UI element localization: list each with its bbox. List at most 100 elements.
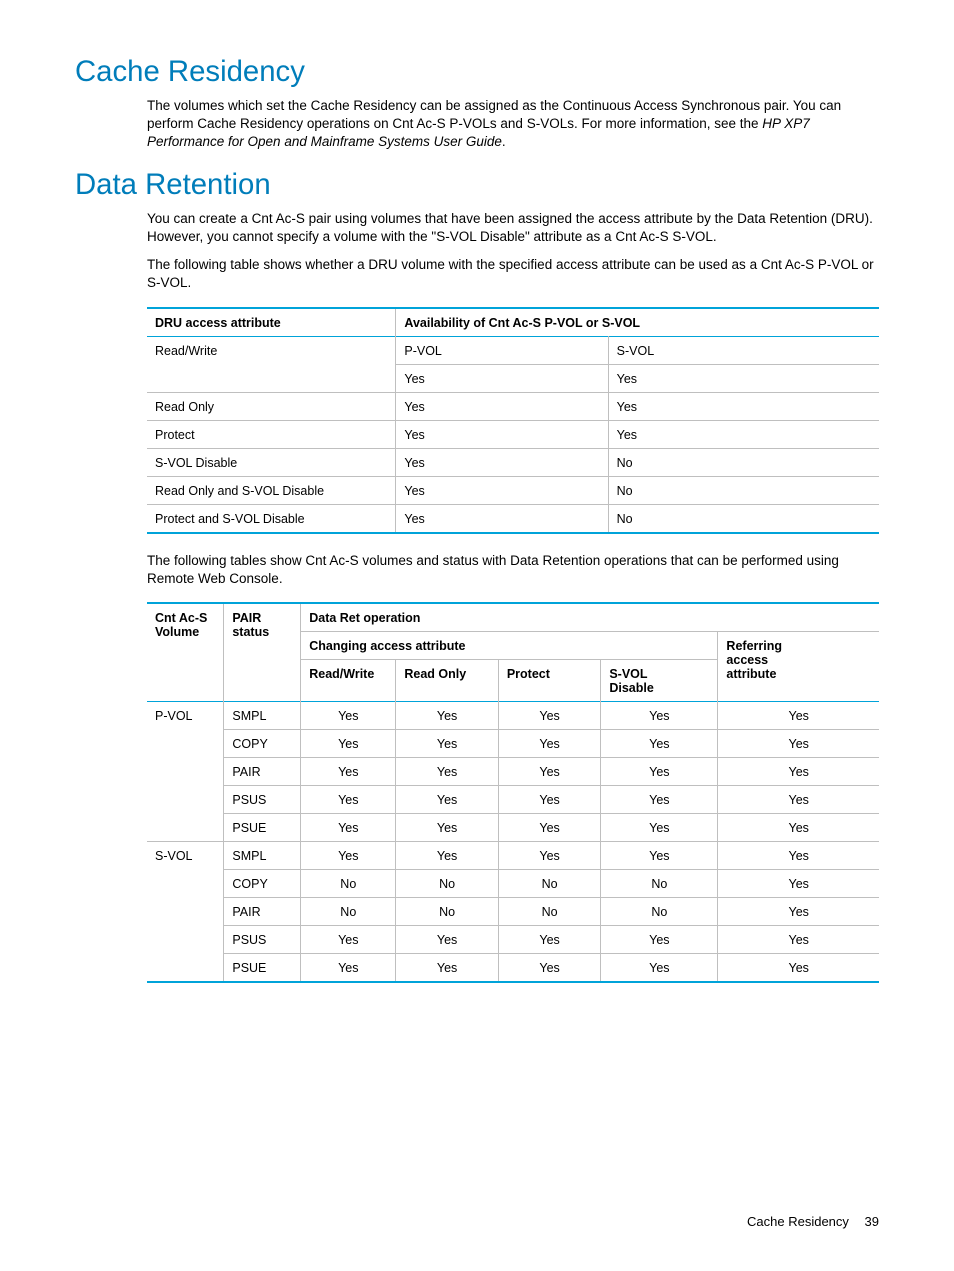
td-val: Yes (718, 729, 879, 757)
th-rw: Read/Write (301, 659, 396, 701)
td-svol-val: No (608, 476, 879, 504)
td-status: PSUE (224, 953, 301, 982)
th-pair-status: PAIRstatus (224, 603, 301, 702)
td-attr: Read Only and S-VOL Disable (147, 476, 396, 504)
td-val: Yes (601, 813, 718, 841)
td-attr: Read/Write (147, 336, 396, 392)
td-val: Yes (498, 757, 600, 785)
td-pvol-val: Yes (396, 448, 608, 476)
table-row: COPYNoNoNoNoYes (147, 869, 879, 897)
td-val: No (601, 897, 718, 925)
td-svol-val: Yes (608, 392, 879, 420)
td-val: Yes (718, 925, 879, 953)
th-volume: Cnt Ac-SVolume (147, 603, 224, 702)
td-val: Yes (396, 953, 498, 982)
para-dr-2: The following table shows whether a DRU … (147, 256, 879, 292)
td-status: PSUS (224, 925, 301, 953)
td-val: Yes (498, 953, 600, 982)
td-val: Yes (301, 813, 396, 841)
table-row: PAIRNoNoNoNoYes (147, 897, 879, 925)
td-status: SMPL (224, 841, 301, 869)
para-cache-residency: The volumes which set the Cache Residenc… (147, 97, 879, 152)
td-svol-val: Yes (608, 364, 879, 392)
td-svol-val: No (608, 504, 879, 533)
td-pvol-val: Yes (396, 476, 608, 504)
td-val: No (301, 897, 396, 925)
td-val: Yes (301, 841, 396, 869)
td-val: Yes (301, 701, 396, 729)
td-val: Yes (301, 785, 396, 813)
td-val: No (498, 869, 600, 897)
table-row: P-VOLSMPLYesYesYesYesYes (147, 701, 879, 729)
table-row: PSUSYesYesYesYesYes (147, 785, 879, 813)
td-val: Yes (601, 701, 718, 729)
td-val: Yes (601, 757, 718, 785)
td-val: Yes (718, 701, 879, 729)
th-availability: Availability of Cnt Ac-S P-VOL or S-VOL (396, 308, 879, 337)
td-status: SMPL (224, 701, 301, 729)
th-referring: Referringaccessattribute (718, 631, 879, 701)
td-val: No (396, 869, 498, 897)
td-attr: S-VOL Disable (147, 448, 396, 476)
td-val: Yes (301, 925, 396, 953)
td-val: No (498, 897, 600, 925)
td-pvol-label: P-VOL (396, 336, 608, 364)
th-svol: S-VOLDisable (601, 659, 718, 701)
td-pvol-val: Yes (396, 364, 608, 392)
td-val: Yes (601, 953, 718, 982)
td-val: Yes (601, 925, 718, 953)
td-status: COPY (224, 869, 301, 897)
td-val: No (601, 869, 718, 897)
td-status: PSUE (224, 813, 301, 841)
td-status: PAIR (224, 757, 301, 785)
td-val: Yes (498, 729, 600, 757)
table-dru-access: DRU access attributeAvailability of Cnt … (147, 307, 879, 534)
td-val: Yes (718, 841, 879, 869)
td-svol-val: Yes (608, 420, 879, 448)
td-pvol-val: Yes (396, 504, 608, 533)
td-val: Yes (498, 701, 600, 729)
td-val: Yes (601, 729, 718, 757)
td-val: Yes (498, 785, 600, 813)
para-text-post: . (502, 134, 506, 149)
td-val: Yes (301, 953, 396, 982)
page-footer: Cache Residency 39 (747, 1214, 879, 1229)
td-val: Yes (718, 813, 879, 841)
table-row: PSUSYesYesYesYesYes (147, 925, 879, 953)
td-val: Yes (498, 925, 600, 953)
td-val: Yes (498, 841, 600, 869)
td-val: Yes (718, 953, 879, 982)
table-row: S-VOLSMPLYesYesYesYesYes (147, 841, 879, 869)
td-val: Yes (396, 785, 498, 813)
td-status: PAIR (224, 897, 301, 925)
td-status: PSUS (224, 785, 301, 813)
td-status: COPY (224, 729, 301, 757)
td-val: Yes (301, 757, 396, 785)
td-vol: P-VOL (147, 701, 224, 841)
para-dr-1: You can create a Cnt Ac-S pair using vol… (147, 210, 879, 246)
table-row: COPYYesYesYesYesYes (147, 729, 879, 757)
th-protect: Protect (498, 659, 600, 701)
para-dr-3: The following tables show Cnt Ac-S volum… (147, 552, 879, 588)
th-dru-attr: DRU access attribute (147, 308, 396, 337)
td-pvol-val: Yes (396, 392, 608, 420)
td-svol-label: S-VOL (608, 336, 879, 364)
heading-cache-residency: Cache Residency (75, 55, 879, 89)
td-val: Yes (718, 897, 879, 925)
td-val: Yes (718, 869, 879, 897)
para-text-pre: The volumes which set the Cache Residenc… (147, 98, 841, 131)
table-row: PSUEYesYesYesYesYes (147, 953, 879, 982)
td-val: No (396, 897, 498, 925)
td-val: Yes (396, 925, 498, 953)
td-val: Yes (601, 841, 718, 869)
td-val: Yes (498, 813, 600, 841)
td-vol: S-VOL (147, 841, 224, 982)
td-val: Yes (396, 841, 498, 869)
td-pvol-val: Yes (396, 420, 608, 448)
td-val: Yes (718, 757, 879, 785)
td-val: Yes (396, 701, 498, 729)
td-attr: Read Only (147, 392, 396, 420)
td-attr: Protect (147, 420, 396, 448)
td-attr: Protect and S-VOL Disable (147, 504, 396, 533)
td-val: Yes (718, 785, 879, 813)
